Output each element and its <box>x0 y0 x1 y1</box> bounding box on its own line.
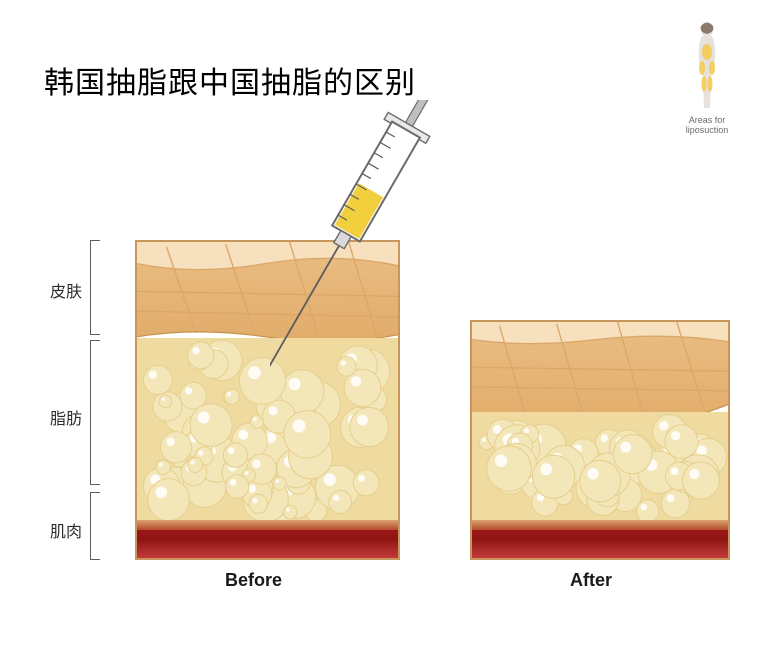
panel-after <box>470 320 730 560</box>
label-fat: 脂肪 <box>50 405 90 429</box>
figure-caption: Areas for liposuction <box>677 116 737 136</box>
diagram-area: 皮肤 脂肪 肌肉 <box>50 270 750 610</box>
fat-layer-after <box>472 412 728 524</box>
label-skin: 皮肤 <box>50 278 90 302</box>
label-muscle: 肌肉 <box>50 518 90 542</box>
muscle-layer-after <box>472 520 728 558</box>
bracket-skin <box>90 240 100 335</box>
caption-before: Before <box>225 570 282 591</box>
body-figure: Areas for liposuction <box>677 22 737 136</box>
panel-before <box>135 240 400 560</box>
fat-layer-before <box>137 338 398 524</box>
bracket-muscle <box>90 492 100 560</box>
muscle-layer-before <box>137 520 398 558</box>
bracket-fat <box>90 340 100 485</box>
caption-after: After <box>570 570 612 591</box>
page-title: 韩国抽脂跟中国抽脂的区别 <box>44 58 416 102</box>
